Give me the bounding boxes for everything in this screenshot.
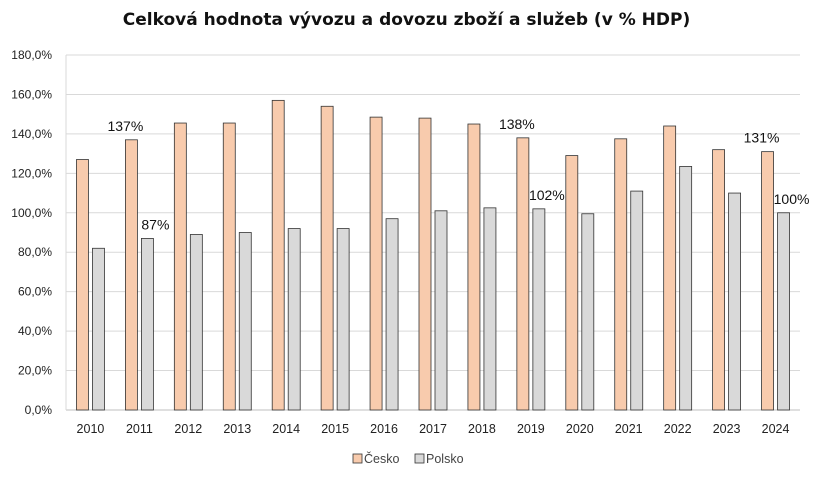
bar-cesko-2012 [173,122,187,411]
legend-swatch-cesko [352,453,363,464]
y-tick-label: 180,0% [11,48,52,62]
bar-cesko-2017 [418,117,432,411]
y-tick-label: 0,0% [25,403,53,417]
bar-polsko-2016 [385,218,399,411]
legend-swatch-polsko [414,453,425,464]
x-tick-label: 2018 [468,422,496,436]
data-label: 131% [744,130,780,146]
bar-polsko-2022 [679,166,693,411]
bar-cesko-2024 [761,151,774,411]
bar-cesko-2013 [222,122,236,411]
bar-polsko-2017 [434,210,448,411]
y-tick-label: 140,0% [11,127,52,141]
bar-polsko-2013 [238,232,252,411]
bar-cesko-2022 [663,125,677,411]
bar-cesko-2020 [565,155,579,411]
y-tick-label: 120,0% [11,166,52,180]
data-label: 87% [141,216,169,232]
bar-cesko-2021 [614,138,628,411]
bar-cesko-2023 [712,149,725,411]
y-tick-label: 60,0% [18,285,52,299]
x-tick-label: 2012 [174,422,202,436]
x-tick-label: 2015 [321,422,349,436]
x-tick-label: 2011 [126,422,153,436]
x-tick-label: 2014 [272,422,300,436]
bar-cesko-2016 [369,116,383,411]
bar-polsko-2021 [630,190,644,411]
bar-cesko-2010 [76,159,89,411]
bar-polsko-2020 [581,213,595,411]
bar-cesko-2018 [467,123,481,411]
bar-polsko-2024 [777,212,790,411]
bar-polsko-2012 [189,234,203,411]
bar-polsko-2018 [483,207,497,411]
x-tick-label: 2023 [713,422,741,436]
bar-cesko-2015 [320,105,334,411]
legend-label: Česko [364,451,399,466]
bar-polsko-2015 [336,228,350,411]
x-tick-label: 2016 [370,422,398,436]
x-tick-label: 2010 [77,422,105,436]
y-tick-label: 100,0% [11,206,52,220]
chart-title: Celková hodnota vývozu a dovozu zboží a … [122,10,691,30]
y-tick-label: 80,0% [18,245,52,259]
data-label: 102% [529,187,565,203]
y-tick-label: 20,0% [18,364,52,378]
bar-polsko-2023 [728,192,741,411]
x-tick-label: 2020 [566,422,594,436]
bar-polsko-2011 [140,238,154,411]
bar-polsko-2019 [532,208,546,411]
x-tick-label: 2017 [419,422,447,436]
y-tick-label: 40,0% [18,324,52,338]
bar-cesko-2019 [516,137,530,411]
bar-cesko-2011 [125,139,138,411]
data-label: 137% [107,118,143,134]
x-tick-label: 2024 [762,422,790,436]
legend-label: Polsko [426,452,464,466]
x-tick-label: 2022 [664,422,692,436]
bar-polsko-2014 [287,228,301,411]
data-label: 100% [774,191,810,207]
bar-polsko-2010 [92,247,105,411]
data-label: 138% [499,116,535,132]
x-tick-label: 2021 [615,422,643,436]
bar-cesko-2014 [271,99,285,411]
y-tick-label: 160,0% [11,87,52,101]
x-tick-label: 2019 [517,422,545,436]
x-tick-label: 2013 [223,422,251,436]
